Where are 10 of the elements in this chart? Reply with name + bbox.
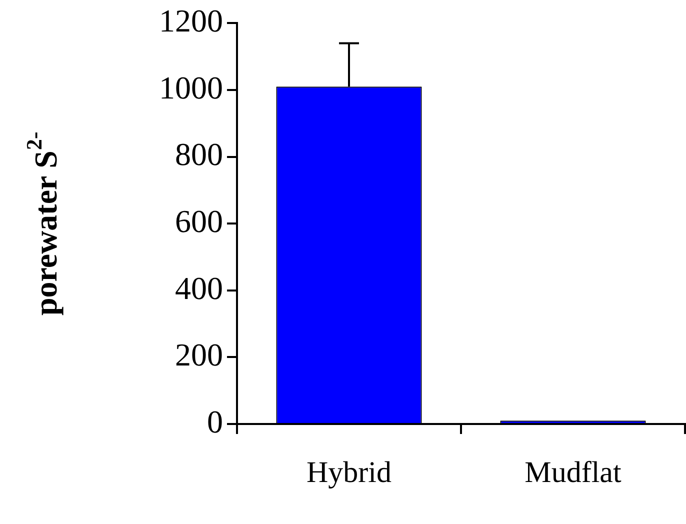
y-tick-label: 1200: [159, 2, 223, 39]
y-tick-label: 800: [175, 136, 223, 172]
y-axis-title: porewater S2-: [22, 132, 64, 316]
y-tick-label: 200: [175, 336, 223, 373]
y-tick-label: 1000: [159, 69, 223, 106]
x-tick-label: Hybrid: [306, 456, 392, 489]
y-tick-label: 400: [175, 270, 223, 306]
y-tick-label: 0: [207, 403, 223, 440]
x-tick-label: Mudflat: [524, 456, 622, 489]
y-tick-label: 600: [175, 203, 223, 240]
